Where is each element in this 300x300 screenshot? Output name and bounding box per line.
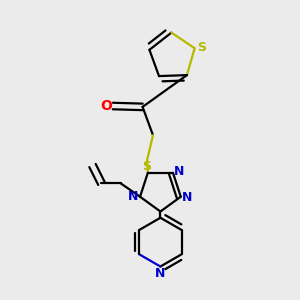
Text: O: O [100, 99, 112, 113]
Text: N: N [174, 165, 184, 178]
Text: S: S [197, 41, 206, 54]
Text: N: N [155, 266, 166, 280]
Text: S: S [142, 160, 152, 173]
Text: N: N [128, 190, 139, 203]
Text: N: N [182, 191, 192, 204]
